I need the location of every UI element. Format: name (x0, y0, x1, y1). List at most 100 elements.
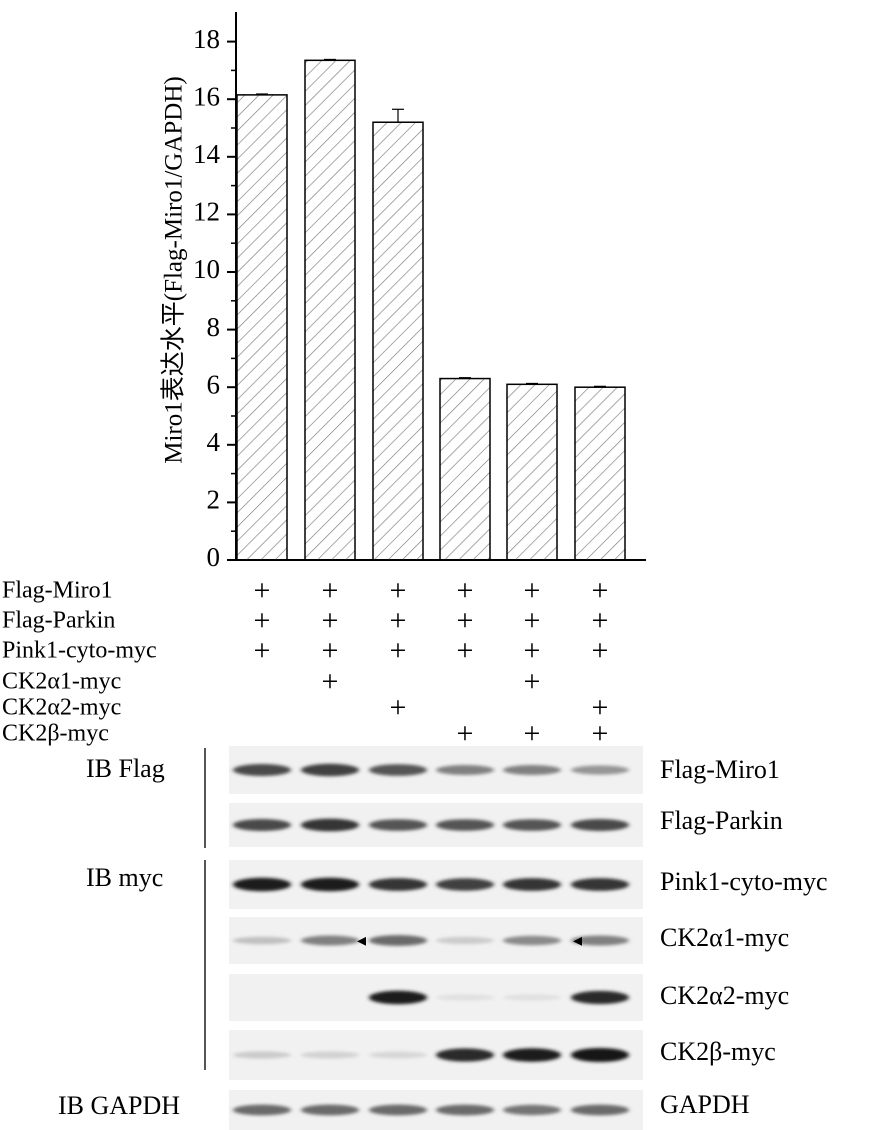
blot-band (503, 1104, 561, 1116)
condition-mark: + (390, 691, 407, 724)
y-tick-label: 8 (207, 312, 221, 342)
condition-mark: + (524, 604, 541, 637)
blot-band (301, 1051, 359, 1059)
blot-band (503, 994, 561, 1001)
condition-mark: + (457, 634, 474, 667)
blot-band (369, 1104, 427, 1116)
blot-label: CK2α2-myc (660, 981, 789, 1010)
blot-band (233, 877, 291, 892)
blot-label: Flag-Parkin (660, 806, 783, 835)
condition-mark: + (390, 604, 407, 637)
blot-label: CK2β-myc (660, 1037, 776, 1066)
blot-label: CK2α1-myc (660, 923, 789, 952)
condition-mark: + (322, 634, 339, 667)
condition-mark: + (322, 665, 339, 698)
condition-row-label: CK2α1-myc (2, 669, 121, 695)
condition-mark: + (592, 717, 609, 750)
blot-band (436, 936, 494, 945)
condition-mark: + (457, 717, 474, 750)
bar-chart: Miro1表达水平(Flag-Miro1/GAPDH) 0 2 4 6 8 10 12 14 1… (160, 12, 646, 572)
western-blots: IB Flag IB myc IB GAPDH Flag-Miro1 Flag-P… (58, 746, 828, 1130)
bar (236, 94, 288, 561)
y-axis-label: Miro1表达水平(Flag-Miro1/GAPDH) (160, 76, 188, 464)
y-tick-label: 16 (193, 81, 220, 111)
bar (439, 377, 491, 561)
condition-mark: + (457, 604, 474, 637)
ib-flag-label: IB Flag (86, 754, 165, 783)
y-ticks: 0 2 4 6 8 10 12 14 16 18 (193, 24, 236, 572)
blot-band (503, 819, 561, 831)
condition-mark: + (390, 634, 407, 667)
condition-mark: + (322, 604, 339, 637)
blot-band (571, 990, 629, 1005)
condition-row-label: Flag-Parkin (2, 608, 115, 634)
bar (372, 121, 424, 561)
blot-panels: Flag-Miro1 Flag-Parkin Pink1-cyto-myc CK2α1… (229, 746, 828, 1130)
y-tick-label: 6 (207, 369, 221, 399)
y-tick-label: 10 (193, 254, 220, 284)
condition-mark: + (457, 574, 474, 607)
blot-label: GAPDH (660, 1090, 750, 1119)
blot-band (369, 990, 427, 1005)
blot-band (503, 878, 561, 891)
blot-band (301, 818, 359, 832)
y-tick-label: 4 (207, 427, 221, 457)
condition-row-label: Pink1-cyto-myc (2, 638, 157, 664)
bars (236, 58, 626, 561)
condition-mark: + (322, 574, 339, 607)
condition-mark: + (524, 574, 541, 607)
blot-band (571, 819, 629, 831)
condition-mark: + (390, 574, 407, 607)
condition-mark: + (592, 604, 609, 637)
blot-band (369, 1051, 427, 1059)
y-tick-label: 2 (207, 485, 221, 515)
y-tick-label: 0 (207, 542, 221, 572)
blot-band (571, 1104, 629, 1116)
blot-band (571, 935, 629, 946)
blot-label: Flag-Miro1 (660, 755, 780, 784)
condition-mark: + (524, 717, 541, 750)
condition-mark: + (524, 665, 541, 698)
condition-mark: + (592, 634, 609, 667)
condition-row-label: CK2α2-myc (2, 695, 121, 721)
blot-band (369, 878, 427, 891)
blot-band (571, 878, 629, 891)
arrowhead-lane3: ◂ (357, 930, 366, 950)
blot-band (369, 764, 427, 776)
blot-band (233, 764, 291, 776)
blot-band (233, 1104, 291, 1116)
blot-band (369, 935, 427, 946)
bar (506, 383, 558, 561)
blot-band (436, 819, 494, 831)
blot-band (301, 1104, 359, 1116)
blot-band (503, 935, 561, 946)
blot-label: Pink1-cyto-myc (660, 867, 828, 896)
blot-band (233, 819, 291, 831)
blot-band (369, 819, 427, 831)
blot-band (436, 994, 494, 1001)
y-tick-label: 14 (193, 139, 221, 169)
condition-mark: + (524, 634, 541, 667)
condition-row-label: CK2β-myc (2, 721, 109, 747)
blot-band (301, 877, 359, 892)
blot-band (571, 765, 629, 775)
blot-band (571, 1048, 629, 1062)
blot-band (233, 936, 291, 945)
y-tick-label: 18 (193, 24, 220, 54)
ib-gapdh-label: IB GAPDH (58, 1091, 180, 1120)
condition-table: Flag-Miro1 + + + + + +Flag-Parkin + + + + + +Pink1-c… (2, 574, 608, 750)
blot-band (436, 1048, 494, 1062)
blot-band (503, 1048, 561, 1062)
condition-mark: + (254, 574, 271, 607)
blot-band (301, 935, 359, 946)
condition-mark: + (592, 691, 609, 724)
blot-band (436, 765, 494, 775)
blot-band (436, 878, 494, 891)
blot-band (301, 763, 359, 777)
ib-myc-label: IB myc (86, 863, 163, 892)
blot-band (233, 1051, 291, 1059)
condition-row-label: Flag-Miro1 (2, 578, 113, 604)
condition-mark: + (592, 574, 609, 607)
blot-band (436, 1104, 494, 1116)
